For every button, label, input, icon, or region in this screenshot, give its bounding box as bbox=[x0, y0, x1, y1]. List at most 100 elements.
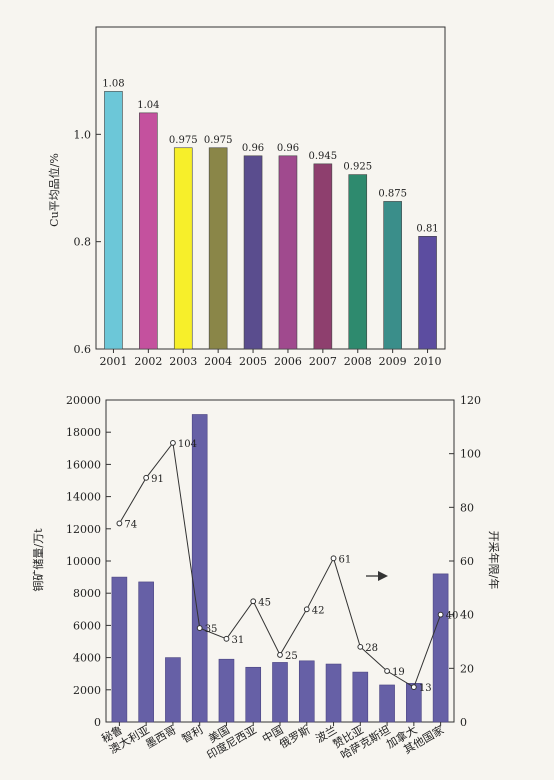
mining-life-point bbox=[410, 684, 417, 691]
reserves-ytick-label: 14000 bbox=[66, 491, 101, 504]
mining-life-point bbox=[116, 520, 123, 527]
grade-xtick-label: 2006 bbox=[274, 355, 302, 368]
years-ytick-label: 100 bbox=[460, 448, 481, 461]
grade-bar bbox=[243, 155, 263, 350]
grade-bar-value-label: 0.945 bbox=[309, 151, 338, 162]
grade-bar-value-label: 0.925 bbox=[343, 162, 372, 173]
reserves-chart-ylabel: 铜矿储量/万t bbox=[31, 528, 45, 592]
reserves-bar bbox=[111, 576, 128, 723]
grade-xtick-label: 2009 bbox=[379, 355, 407, 368]
grade-bar-value-label: 0.96 bbox=[242, 143, 264, 154]
mining-life-point bbox=[303, 606, 310, 613]
grade-xtick-label: 2003 bbox=[169, 355, 197, 368]
mining-life-value-label: 40 bbox=[446, 611, 459, 622]
grade-bar bbox=[104, 91, 123, 350]
reserves-xtick-label: 墨西哥 bbox=[143, 723, 178, 751]
grade-ytick-label: 0.8 bbox=[74, 236, 92, 249]
reserves-ytick-label: 20000 bbox=[66, 394, 101, 407]
mining-life-point bbox=[384, 668, 390, 674]
reserves-ytick-label: 2000 bbox=[73, 684, 101, 697]
mining-life-point bbox=[357, 643, 364, 650]
reserves-ytick-label: 6000 bbox=[73, 619, 101, 632]
reserves-bar bbox=[272, 662, 288, 723]
grade-chart-ylabel: Cu平均品位/% bbox=[47, 153, 61, 227]
grade-bar bbox=[348, 174, 368, 350]
mining-life-point bbox=[250, 598, 257, 605]
mining-life-point bbox=[330, 555, 337, 562]
mining-life-value-label: 45 bbox=[258, 597, 271, 608]
mining-life-point bbox=[196, 625, 203, 631]
grade-xtick-label: 2004 bbox=[204, 355, 232, 368]
grade-xtick-label: 2002 bbox=[134, 355, 162, 368]
grade-chart-bars: 1.08 2001 1.04 2002 0.975 2003 0.975 2004 0.96 20… bbox=[99, 78, 441, 368]
mining-life-value-label: 25 bbox=[285, 651, 298, 662]
reserves-bar bbox=[325, 663, 342, 723]
reserves-ytick-label: 0 bbox=[94, 716, 101, 729]
mining-life-value-label: 42 bbox=[312, 605, 325, 616]
mining-life-value-label: 28 bbox=[365, 643, 378, 654]
mining-life-point bbox=[223, 635, 230, 642]
mining-life-value-label: 104 bbox=[178, 439, 197, 450]
reserves-ytick-label: 16000 bbox=[66, 458, 101, 471]
reserves-bar bbox=[165, 657, 181, 723]
reserves-chart-y-ticks: 0 2000 4000 6000 8000 10000 12000 14000 16000 180… bbox=[66, 394, 481, 729]
reserves-bar bbox=[245, 666, 262, 723]
grade-chart-frame bbox=[95, 26, 446, 350]
reserves-xtick-label: 俄罗斯 bbox=[277, 723, 312, 751]
grade-bar bbox=[418, 236, 437, 350]
right-axis-arrow bbox=[366, 571, 388, 581]
grade-bar bbox=[383, 201, 402, 350]
grade-chart-y-ticks: 0.6 0.8 1.0 bbox=[74, 128, 101, 356]
reserves-ytick-label: 12000 bbox=[66, 523, 101, 536]
years-ytick-label: 40 bbox=[460, 609, 474, 622]
years-ytick-label: 80 bbox=[460, 501, 474, 514]
grade-bar-value-label: 1.08 bbox=[102, 78, 124, 89]
reserves-chart-line: 74 91 104 35 31 45 25 42 61 28 19 13 40 bbox=[116, 439, 459, 694]
mining-life-value-label: 35 bbox=[205, 624, 218, 635]
reserves-ytick-label: 18000 bbox=[66, 426, 101, 439]
reserves-ytick-label: 8000 bbox=[73, 587, 101, 600]
mining-life-value-label: 13 bbox=[419, 683, 432, 694]
reserves-ytick-label: 10000 bbox=[66, 555, 101, 568]
grade-xtick-label: 2005 bbox=[239, 355, 267, 368]
grade-ytick-label: 1.0 bbox=[74, 128, 92, 141]
grade-bar bbox=[139, 112, 158, 350]
reserves-chart-y2label: 开采年限/年 bbox=[487, 531, 501, 590]
grade-bar bbox=[208, 147, 228, 350]
reserves-chart: 铜矿储量/万t 开采年限/年 0 2000 4000 6000 8000 10000 120… bbox=[31, 394, 501, 762]
reserves-bar bbox=[432, 573, 449, 723]
grade-bar-value-label: 0.875 bbox=[378, 188, 407, 199]
grade-xtick-label: 2008 bbox=[344, 355, 372, 368]
reserves-ytick-label: 4000 bbox=[73, 652, 101, 665]
grade-bar bbox=[173, 147, 193, 350]
years-ytick-label: 120 bbox=[460, 394, 481, 407]
reserves-bar bbox=[352, 671, 369, 723]
mining-life-value-label: 74 bbox=[124, 519, 137, 530]
mining-life-value-label: 19 bbox=[392, 667, 405, 678]
grade-bar-value-label: 0.975 bbox=[204, 135, 233, 146]
mining-life-value-label: 91 bbox=[151, 474, 164, 485]
grade-bar-value-label: 0.975 bbox=[169, 135, 198, 146]
grade-bar-value-label: 0.81 bbox=[416, 223, 438, 234]
grade-bar-value-label: 0.96 bbox=[277, 143, 299, 154]
grade-xtick-label: 2007 bbox=[309, 355, 337, 368]
years-ytick-label: 20 bbox=[460, 662, 474, 675]
reserves-xtick-label: 智利 bbox=[179, 722, 205, 745]
mining-life-line bbox=[118, 441, 442, 688]
grade-bar bbox=[278, 155, 298, 350]
mining-life-value-label: 61 bbox=[339, 554, 352, 565]
reserves-bar bbox=[218, 658, 235, 723]
years-ytick-label: 60 bbox=[460, 555, 474, 568]
reserves-bar bbox=[191, 414, 208, 723]
grade-xtick-label: 2010 bbox=[414, 355, 442, 368]
mining-life-value-label: 31 bbox=[231, 635, 244, 646]
mining-life-point bbox=[437, 611, 444, 618]
mining-life-point bbox=[277, 652, 283, 658]
mining-life-point bbox=[170, 440, 176, 446]
reserves-bar bbox=[379, 684, 395, 723]
grade-ytick-label: 0.6 bbox=[74, 343, 92, 356]
grade-xtick-label: 2001 bbox=[99, 355, 127, 368]
grade-chart: Cu平均品位/% 0.6 0.8 1.0 1.08 2001 1.04 2002 0.975… bbox=[47, 26, 446, 368]
